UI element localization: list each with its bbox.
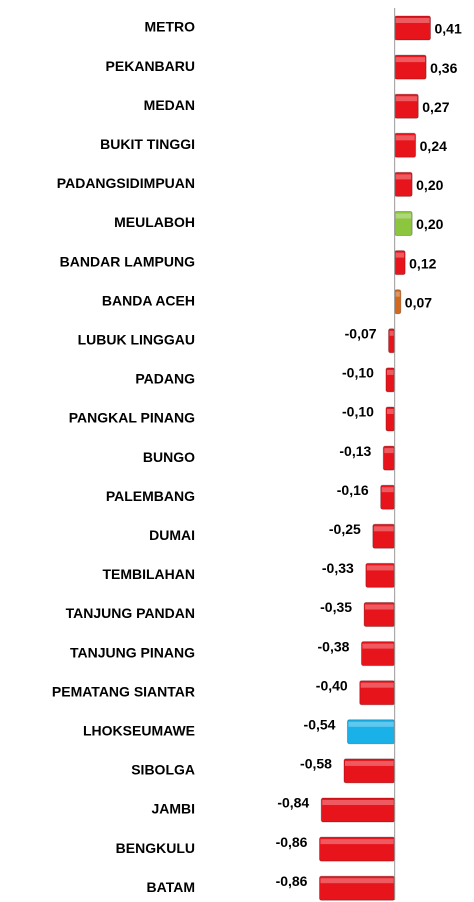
bar-shine — [362, 643, 394, 649]
value-label: -0,16 — [337, 482, 369, 498]
category-label: MEULABOH — [114, 214, 195, 230]
bar-shine — [395, 291, 400, 297]
bar-shine — [365, 604, 394, 610]
bar-shine — [386, 369, 394, 375]
value-label: -0,10 — [342, 404, 374, 420]
bar-shine — [384, 448, 394, 454]
bar-shine — [344, 760, 394, 766]
category-label: BANDA ACEH — [102, 292, 195, 308]
category-label: LHOKSEUMAWE — [83, 723, 195, 739]
value-label: 0,41 — [435, 21, 462, 37]
category-label: LUBUK LINGGAU — [78, 332, 195, 348]
value-label: -0,10 — [342, 365, 374, 381]
bar-shine — [360, 682, 394, 688]
value-label: 0,20 — [416, 177, 443, 193]
bar-shine — [386, 409, 394, 414]
value-label: -0,25 — [329, 521, 361, 537]
value-label: -0,13 — [339, 443, 371, 459]
value-label: -0,84 — [277, 795, 309, 811]
bar-shine — [395, 135, 415, 141]
value-label: -0,54 — [304, 717, 336, 733]
category-label: SIBOLGA — [131, 762, 195, 778]
category-label: MEDAN — [144, 97, 195, 113]
value-label: 0,24 — [420, 138, 447, 154]
bar-shine — [348, 721, 394, 727]
bar-shine — [320, 839, 394, 845]
value-label: 0,20 — [416, 216, 443, 232]
value-label: -0,07 — [345, 326, 377, 342]
bar-shine — [395, 174, 412, 180]
value-label: -0,35 — [320, 599, 352, 615]
category-label: PEKANBARU — [106, 58, 195, 74]
bar-shine — [320, 878, 394, 884]
value-label: 0,27 — [422, 99, 449, 115]
bar-shine — [395, 18, 430, 23]
category-label: BUKIT TINGGI — [100, 136, 195, 152]
bar-shine — [381, 487, 394, 493]
category-label: BATAM — [147, 879, 195, 895]
category-label: TANJUNG PANDAN — [66, 605, 195, 621]
category-label: BENGKULU — [116, 840, 195, 856]
bar-shine — [395, 57, 426, 63]
value-label: -0,40 — [316, 677, 348, 693]
category-label: TEMBILAHAN — [102, 566, 195, 582]
value-label: 0,07 — [405, 294, 432, 310]
category-label: TANJUNG PINANG — [70, 644, 195, 660]
category-label: BUNGO — [143, 449, 195, 465]
value-label: 0,12 — [409, 255, 436, 271]
value-label: -0,33 — [322, 560, 354, 576]
bar-shine — [395, 96, 418, 102]
value-label: -0,86 — [276, 834, 308, 850]
value-label: -0,38 — [318, 638, 350, 654]
category-label: BANDAR LAMPUNG — [60, 253, 195, 269]
category-label: PADANGSIDIMPUAN — [57, 175, 195, 191]
category-label: PANGKAL PINANG — [69, 410, 195, 426]
value-label: -0,86 — [276, 873, 308, 889]
bar-shine — [395, 252, 405, 258]
category-label: PADANG — [135, 371, 195, 387]
bar-shine — [389, 330, 394, 336]
bar-shine — [322, 800, 394, 805]
bar-shine — [373, 526, 394, 532]
category-label: PEMATANG SIANTAR — [52, 683, 195, 699]
bar-shine — [395, 213, 412, 219]
bar-shine — [366, 565, 394, 571]
value-label: -0,58 — [300, 756, 332, 772]
category-label: JAMBI — [151, 801, 195, 817]
category-label: DUMAI — [149, 527, 195, 543]
value-label: 0,36 — [430, 60, 457, 76]
category-label: METRO — [144, 19, 195, 35]
category-label: PALEMBANG — [106, 488, 195, 504]
